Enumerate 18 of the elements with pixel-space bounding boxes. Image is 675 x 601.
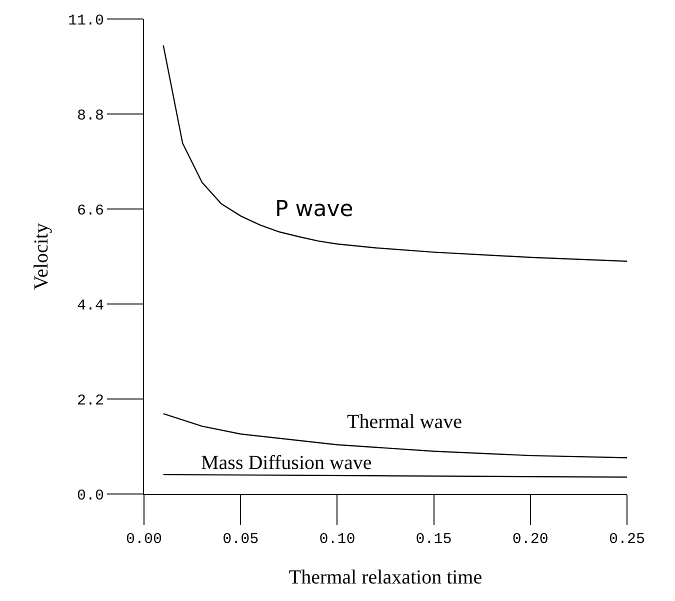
y-tick-label: 8.8	[76, 107, 104, 124]
x-tick-label: 0.25	[608, 531, 646, 548]
x-tick-label: 0.20	[512, 531, 548, 548]
series-label: P wave	[275, 197, 354, 222]
y-tick-label: 4.4	[76, 297, 104, 314]
x-tick-label: 0.10	[319, 531, 356, 548]
y-axis-title: Velocity	[30, 223, 52, 290]
series-label: Mass Diffusion wave	[201, 452, 372, 474]
x-axis-title: Thermal relaxation time	[288, 566, 482, 588]
series-label: Thermal wave	[347, 411, 462, 433]
x-tick-label: 0.15	[416, 531, 452, 548]
line-series	[162, 44, 627, 262]
x-tick-label: 0.00	[126, 531, 162, 548]
x-tick-label: 0.05	[222, 531, 259, 548]
y-tick-label: 0.0	[76, 487, 104, 504]
y-tick-label: 11.0	[68, 12, 104, 30]
y-tick-label: 2.2	[76, 392, 104, 410]
y-tick-label: 6.6	[76, 202, 104, 220]
